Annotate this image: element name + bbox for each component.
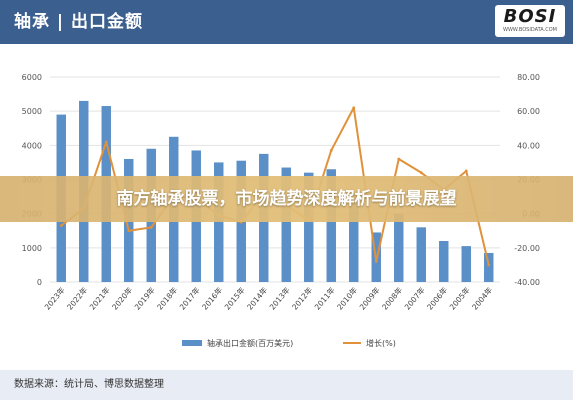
x-tick-label: 2014年	[245, 284, 270, 311]
y-right-tick-label: 60.00	[517, 107, 540, 116]
y-right-tick-label: -20.00	[514, 244, 540, 253]
x-tick-label: 2011年	[312, 284, 337, 311]
bar	[304, 172, 314, 282]
legend-bar-label: 轴承出口金额(百万美元)	[207, 338, 293, 348]
logo-subtext: WWW.BOSIDATA.COM	[503, 27, 557, 33]
x-tick-label: 2018年	[155, 284, 180, 311]
x-tick-label: 2021年	[87, 284, 112, 311]
x-tick-label: 2012年	[290, 284, 315, 311]
bar	[281, 167, 291, 282]
growth-point	[149, 225, 153, 229]
x-tick-label: 2009年	[357, 284, 382, 311]
growth-point	[464, 169, 468, 173]
y-right-tick-label: 80.00	[517, 73, 540, 82]
growth-point	[419, 171, 423, 175]
chart-header: 轴承 | 出口金额 BOSI WWW.BOSIDATA.COM	[0, 0, 573, 44]
growth-point	[59, 224, 63, 228]
legend-bar-swatch	[182, 340, 202, 346]
chart-title: 轴承 | 出口金额	[14, 12, 144, 32]
bar	[214, 162, 224, 282]
bar	[416, 227, 426, 282]
x-tick-label: 2015年	[222, 284, 247, 311]
x-tick-label: 2020年	[110, 284, 135, 311]
x-tick-label: 2017年	[177, 284, 202, 311]
x-tick-label: 2023年	[42, 284, 67, 311]
growth-point	[104, 140, 108, 144]
bar	[326, 169, 336, 282]
bar	[394, 213, 404, 282]
x-tick-label: 2022年	[65, 284, 90, 311]
y-left-tick-label: 5000	[22, 107, 42, 116]
logo-word: BOSI	[503, 6, 557, 27]
bar	[461, 246, 471, 282]
growth-point	[374, 260, 378, 263]
x-tick-label: 2007年	[402, 284, 427, 311]
y-left-tick-label: 4000	[22, 141, 42, 150]
source-text: 数据来源：统计局、博思数据整理	[14, 379, 164, 390]
growth-point	[352, 106, 356, 110]
headline-text: 南方轴承股票，市场趋势深度解析与前景展望	[116, 189, 457, 209]
x-tick-label: 2010年	[335, 284, 360, 311]
growth-point	[127, 229, 131, 233]
y-left-tick-label: 1000	[22, 244, 42, 253]
y-right-tick-label: -40.00	[514, 278, 540, 287]
x-tick-label: 2005年	[447, 284, 472, 311]
y-left-tick-label: 6000	[22, 73, 42, 82]
bosi-logo: BOSI WWW.BOSIDATA.COM	[495, 5, 565, 37]
x-tick-label: 2013年	[267, 284, 292, 311]
y-left-tick-label: 0	[37, 278, 42, 287]
growth-point	[329, 149, 333, 152]
bar	[349, 193, 359, 282]
y-right-tick-label: 40.00	[517, 141, 540, 150]
x-tick-label: 2006年	[425, 284, 450, 311]
bar	[484, 252, 494, 282]
source-footer: 数据来源：统计局、博思数据整理	[0, 370, 573, 400]
x-tick-label: 2008年	[380, 284, 405, 311]
growth-point	[487, 263, 491, 267]
legend-line-label: 增长(%)	[366, 338, 396, 348]
x-tick-label: 2019年	[132, 284, 157, 311]
headline-banner: 南方轴承股票，市场趋势深度解析与前景展望	[0, 176, 573, 222]
growth-point	[397, 157, 401, 161]
x-tick-label: 2016年	[200, 284, 225, 311]
x-tick-label: 2004年	[470, 284, 495, 311]
bar	[439, 241, 449, 282]
